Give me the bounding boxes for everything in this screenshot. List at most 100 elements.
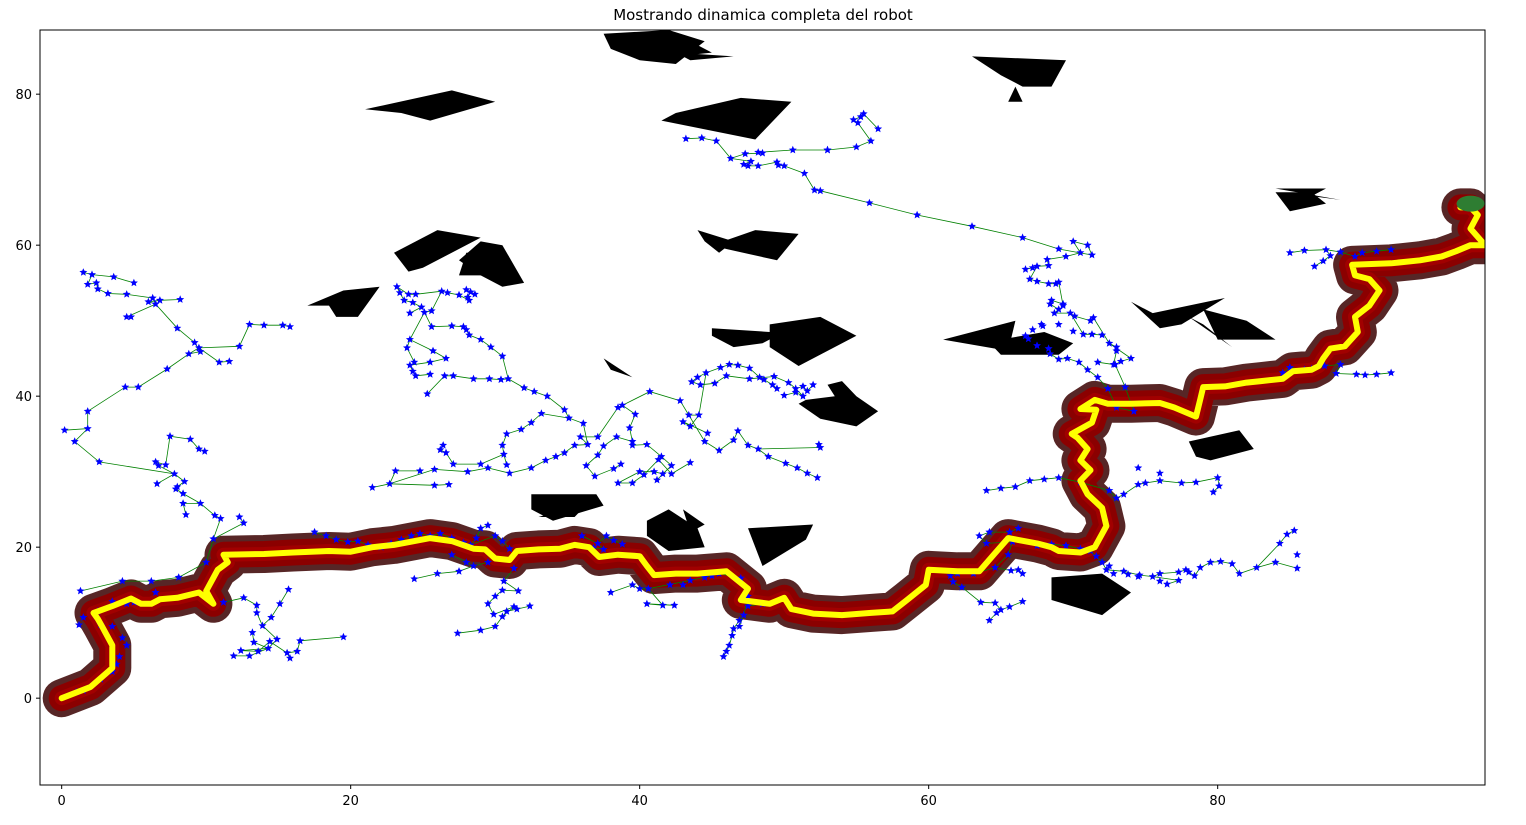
tree-node [405,335,414,343]
tree-node [700,437,709,445]
tree-node [1358,248,1367,257]
tree-node [442,448,450,457]
tree-node [163,364,172,373]
tree-node [403,343,411,352]
tree-node [687,377,696,386]
tree-node [697,133,706,142]
tree-node [653,475,661,484]
tree-node [1293,550,1302,559]
tree-node [1228,559,1237,568]
chart-title: Mostrando dinamica completa del robot [613,6,913,24]
tree-node [179,499,187,507]
tree-node [1206,558,1215,566]
tree-node [476,459,485,468]
tree-node [736,573,745,582]
tree-node [1005,602,1014,611]
tree-node [447,321,456,330]
tree-nodes-layer [60,109,1396,696]
tree-node [814,440,823,448]
tree-node [219,598,228,606]
obstacle-polygon [1131,298,1225,329]
tree-node [614,478,622,487]
x-tick-label: 80 [1209,794,1226,809]
tree-node [1105,486,1114,494]
tree-node [1025,476,1034,485]
tree-edge [372,470,420,488]
tree-node [1092,552,1101,560]
tree-node [679,417,687,426]
tree-node [551,452,560,460]
tree-node [122,312,131,321]
tree-node [429,346,437,355]
tree-node [1215,481,1224,490]
tree-node [560,448,569,457]
tree-node [284,585,293,593]
tree-node [1054,355,1063,363]
tree-node [476,626,485,634]
tree-node [991,563,1000,571]
tree-node [975,531,984,540]
tree-node [744,161,752,170]
tree-node [1372,370,1381,378]
tree-node [173,482,182,491]
tree-node [1083,241,1092,249]
tree-node [1192,478,1200,486]
x-tick-label: 20 [342,794,359,809]
tree-node [499,450,508,458]
tree-node [368,483,377,491]
tree-node [803,469,812,477]
tree-node [442,354,450,362]
tree-node [1235,569,1244,577]
tree-node [992,608,1001,617]
tree-node [1155,569,1164,577]
tree-node [1088,250,1096,259]
tree-node [196,499,205,507]
tree-node [1174,567,1183,576]
tree-node [400,296,409,304]
tree-node [427,306,436,315]
tree-node [455,290,463,299]
tree-node [462,325,471,334]
tree-node [443,288,452,297]
tree-node [582,461,591,469]
tree-node [395,288,404,297]
tree-node [1054,473,1063,482]
tree-node [491,592,500,600]
tree-node [525,601,534,610]
tree-node [1044,344,1053,352]
tree-node [293,647,302,655]
tree-node [1088,330,1096,338]
obstacle-polygon [711,230,799,261]
tree-node [658,469,667,478]
tree-node [1124,570,1133,578]
tree-node [650,467,659,476]
tree-node [628,437,637,445]
tree-node [322,531,331,540]
tree-node [252,608,261,617]
tree-node [1054,305,1063,313]
tree-node [502,607,511,615]
tree-node [439,441,448,449]
tree-node [235,342,244,350]
tree-node [407,531,416,540]
tree-node [186,435,195,443]
tree-node [1310,262,1319,270]
obstacle-polygon [1051,581,1095,600]
tree-node [635,467,644,476]
tree-node [693,373,702,381]
obstacle-polygon [972,56,1066,87]
tree-node [455,567,463,575]
tree-node [1209,487,1218,496]
tree-node [103,289,112,297]
tree-node [1011,482,1020,491]
tree-node [499,576,508,585]
obstacle-polygon [1188,430,1254,461]
tree-node [793,463,802,472]
tree-node [865,198,874,207]
tree-node [710,379,719,387]
tree-node [176,295,185,303]
tree-node [502,429,511,438]
tree-node [658,601,667,609]
tree-node [654,455,663,463]
obstacle-polygon [394,230,481,272]
